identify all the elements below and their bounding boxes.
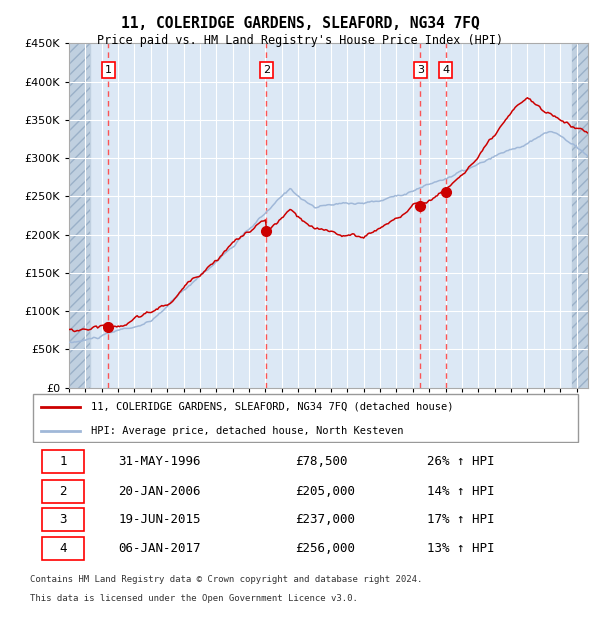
Text: 13% ↑ HPI: 13% ↑ HPI [427, 542, 495, 555]
Text: Contains HM Land Registry data © Crown copyright and database right 2024.: Contains HM Land Registry data © Crown c… [30, 575, 422, 585]
Text: 4: 4 [442, 65, 449, 75]
Text: 11, COLERIDGE GARDENS, SLEAFORD, NG34 7FQ (detached house): 11, COLERIDGE GARDENS, SLEAFORD, NG34 7F… [91, 402, 453, 412]
Text: This data is licensed under the Open Government Licence v3.0.: This data is licensed under the Open Gov… [30, 594, 358, 603]
FancyBboxPatch shape [42, 537, 83, 560]
Text: £78,500: £78,500 [295, 455, 347, 468]
Text: 3: 3 [417, 65, 424, 75]
FancyBboxPatch shape [33, 394, 578, 442]
FancyBboxPatch shape [42, 480, 83, 503]
Text: 14% ↑ HPI: 14% ↑ HPI [427, 485, 495, 498]
Text: 2: 2 [263, 65, 270, 75]
Text: £237,000: £237,000 [295, 513, 355, 526]
Text: £256,000: £256,000 [295, 542, 355, 555]
Text: 1: 1 [105, 65, 112, 75]
Text: 20-JAN-2006: 20-JAN-2006 [118, 485, 201, 498]
Text: 19-JUN-2015: 19-JUN-2015 [118, 513, 201, 526]
Text: 17% ↑ HPI: 17% ↑ HPI [427, 513, 495, 526]
Text: 1: 1 [59, 455, 67, 468]
FancyBboxPatch shape [42, 450, 83, 473]
Text: 2: 2 [59, 485, 67, 498]
Text: Price paid vs. HM Land Registry's House Price Index (HPI): Price paid vs. HM Land Registry's House … [97, 34, 503, 47]
Text: HPI: Average price, detached house, North Kesteven: HPI: Average price, detached house, Nort… [91, 425, 403, 436]
Text: £205,000: £205,000 [295, 485, 355, 498]
Text: 31-MAY-1996: 31-MAY-1996 [118, 455, 201, 468]
Text: 3: 3 [59, 513, 67, 526]
Text: 06-JAN-2017: 06-JAN-2017 [118, 542, 201, 555]
Text: 11, COLERIDGE GARDENS, SLEAFORD, NG34 7FQ: 11, COLERIDGE GARDENS, SLEAFORD, NG34 7F… [121, 16, 479, 30]
Text: 4: 4 [59, 542, 67, 555]
FancyBboxPatch shape [42, 508, 83, 531]
Text: 26% ↑ HPI: 26% ↑ HPI [427, 455, 495, 468]
